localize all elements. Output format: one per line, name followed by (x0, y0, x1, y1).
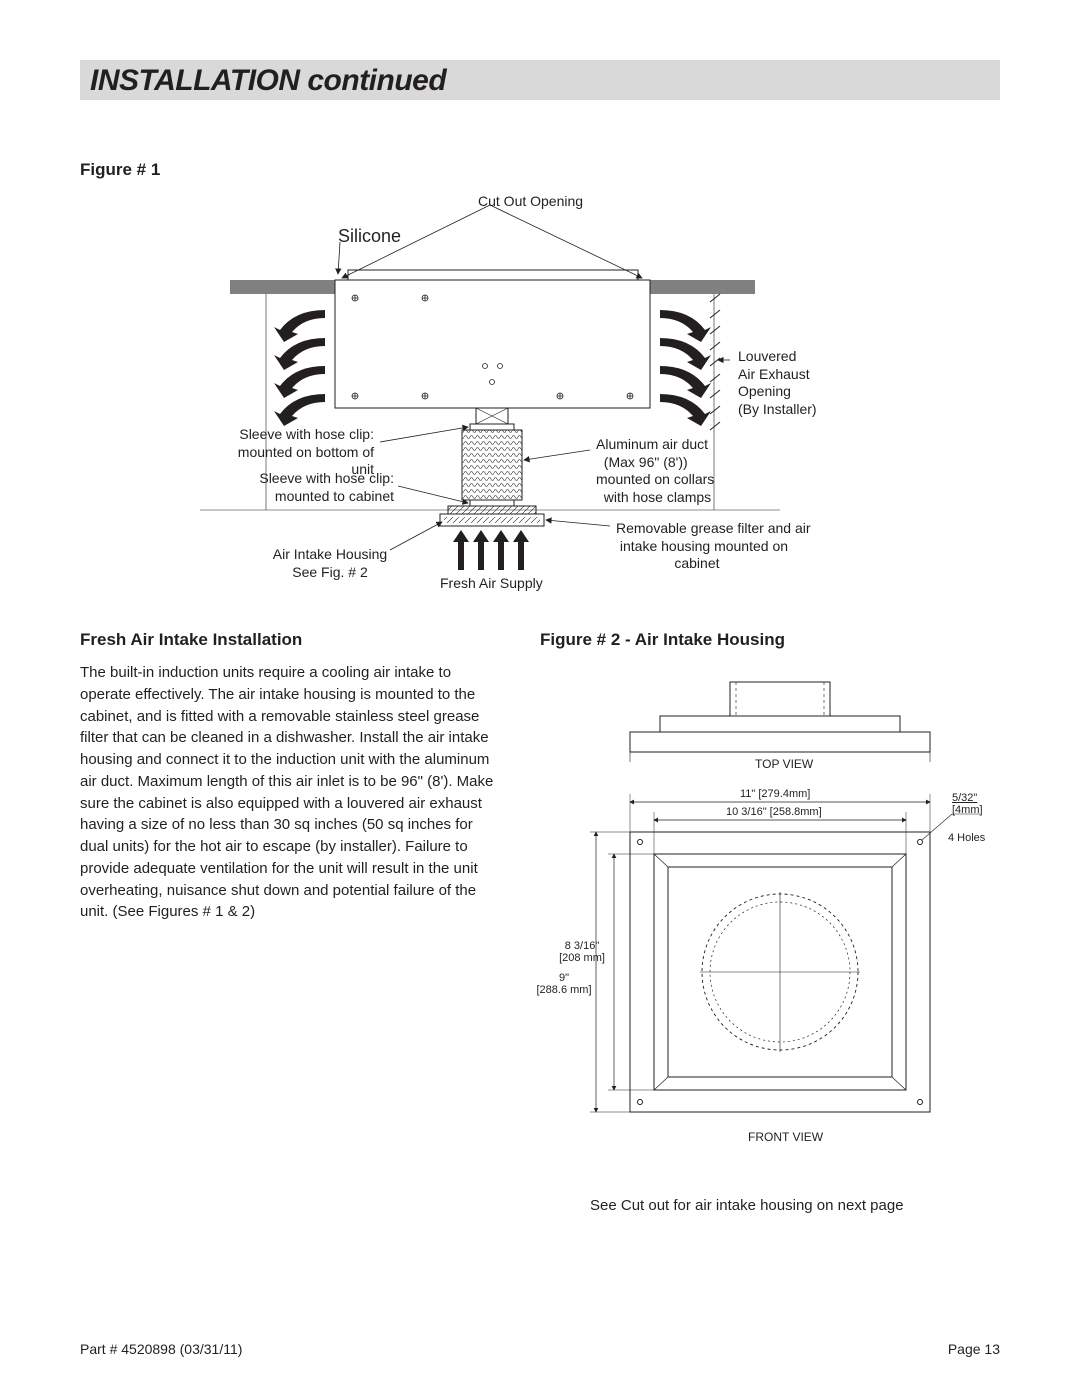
callout-silicone: Silicone (338, 225, 401, 248)
front-view-label: FRONT VIEW (748, 1130, 823, 1144)
dim-4holes: 4 Holes (948, 832, 985, 844)
right-column: Figure # 2 - Air Intake Housing (540, 630, 1000, 1222)
footer: Part # 4520898 (03/31/11) Page 13 (80, 1341, 1000, 1357)
callout-intake-housing: Air Intake Housing See Fig. # 2 (270, 546, 390, 581)
footer-page: Page 13 (948, 1341, 1000, 1357)
figure-1: Cut Out Opening Silicone Louvered Air Ex… (80, 180, 1000, 610)
left-column: Fresh Air Intake Installation The built-… (80, 630, 500, 1222)
callout-fresh-air: Fresh Air Supply (440, 575, 543, 593)
dim-hole: 5/32" [4mm] (952, 792, 983, 816)
footer-part: Part # 4520898 (03/31/11) (80, 1341, 242, 1357)
dim-10-3-16: 10 3/16" [258.8mm] (726, 806, 822, 818)
callout-cutout: Cut Out Opening (478, 193, 583, 211)
callout-grease-filter: Removable grease filter and air intake h… (616, 520, 811, 573)
figure-2-svg (540, 662, 1010, 1202)
columns: Fresh Air Intake Installation The built-… (80, 630, 1000, 1222)
top-view-label: TOP VIEW (755, 757, 813, 771)
section-body: The built-in induction units require a c… (80, 662, 500, 923)
dim-8-3-16: 8 3/16" [208 mm] (554, 940, 610, 964)
callout-louvered: Louvered Air Exhaust Opening (By Install… (738, 348, 817, 418)
figure-2: TOP VIEW 11" [279.4mm] 10 3/16" [258.8mm… (540, 662, 1000, 1222)
dim-11in: 11" [279.4mm] (740, 788, 810, 800)
callout-sleeve-cabinet: Sleeve with hose clip: mounted to cabine… (234, 470, 394, 505)
figure-2-note: See Cut out for air intake housing on ne… (590, 1197, 904, 1214)
dim-9in: 9" [288.6 mm] (534, 972, 594, 996)
header-title: INSTALLATION continued (90, 64, 446, 97)
figure-2-label: Figure # 2 - Air Intake Housing (540, 630, 1000, 650)
section-heading: Fresh Air Intake Installation (80, 630, 500, 650)
callout-aluminum-duct: Aluminum air duct (Max 96" (8')) mounted… (596, 436, 714, 506)
header-bar: INSTALLATION continued (80, 60, 1000, 100)
figure-1-svg (80, 170, 1000, 610)
page: INSTALLATION continued Figure # 1 (0, 0, 1080, 1397)
